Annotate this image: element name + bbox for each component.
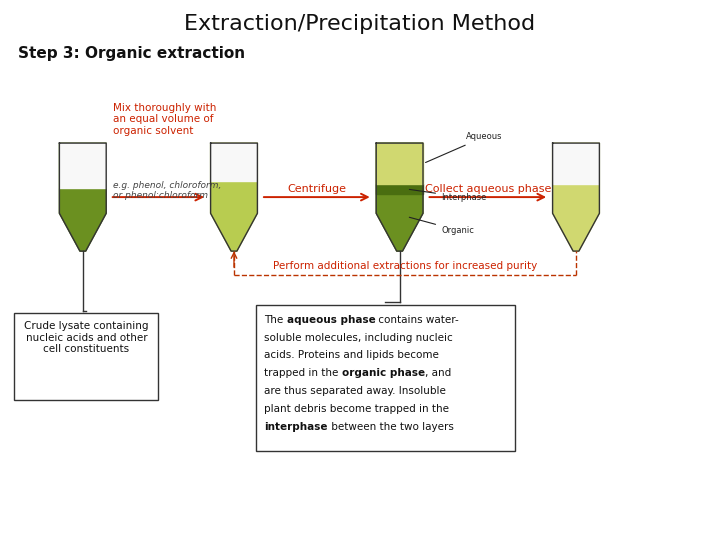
Polygon shape bbox=[553, 143, 599, 184]
Text: aqueous phase: aqueous phase bbox=[287, 315, 376, 325]
Polygon shape bbox=[377, 143, 423, 184]
Text: , and: , and bbox=[425, 368, 451, 379]
Text: Mix thoroughly with
an equal volume of
organic solvent: Mix thoroughly with an equal volume of o… bbox=[114, 103, 217, 136]
Text: interphase: interphase bbox=[264, 422, 328, 432]
Text: Organic: Organic bbox=[409, 217, 474, 235]
Text: organic phase: organic phase bbox=[342, 368, 425, 379]
Bar bbox=[256, 305, 515, 451]
Text: Step 3: Organic extraction: Step 3: Organic extraction bbox=[18, 46, 245, 61]
Text: trapped in the: trapped in the bbox=[264, 368, 342, 379]
Text: Extraction/Precipitation Method: Extraction/Precipitation Method bbox=[184, 14, 536, 33]
Polygon shape bbox=[60, 143, 107, 251]
Bar bbox=[14, 313, 158, 400]
Text: plant debris become trapped in the: plant debris become trapped in the bbox=[264, 404, 449, 414]
Polygon shape bbox=[553, 143, 599, 251]
Text: contains water-: contains water- bbox=[376, 315, 459, 325]
Text: are thus separated away. Insoluble: are thus separated away. Insoluble bbox=[264, 386, 446, 396]
Polygon shape bbox=[377, 143, 423, 251]
Text: between the two layers: between the two layers bbox=[328, 422, 454, 432]
Polygon shape bbox=[60, 143, 107, 188]
Text: Perform additional extractions for increased purity: Perform additional extractions for incre… bbox=[273, 261, 537, 271]
Text: Centrifuge: Centrifuge bbox=[287, 184, 346, 194]
Text: soluble molecules, including nucleic: soluble molecules, including nucleic bbox=[264, 333, 453, 343]
Text: Crude lysate containing
nucleic acids and other
cell constituents: Crude lysate containing nucleic acids an… bbox=[24, 321, 148, 354]
Polygon shape bbox=[210, 143, 258, 181]
Polygon shape bbox=[210, 143, 258, 251]
Polygon shape bbox=[377, 184, 423, 194]
Text: e.g. phenol, chloroform,
or phenol:chloroform: e.g. phenol, chloroform, or phenol:chlor… bbox=[114, 181, 222, 200]
Text: acids. Proteins and lipids become: acids. Proteins and lipids become bbox=[264, 350, 439, 361]
Text: Collect aqueous phase: Collect aqueous phase bbox=[425, 184, 551, 194]
Text: Interphase: Interphase bbox=[410, 190, 487, 202]
Text: The: The bbox=[264, 315, 287, 325]
Text: Aqueous: Aqueous bbox=[426, 132, 503, 163]
